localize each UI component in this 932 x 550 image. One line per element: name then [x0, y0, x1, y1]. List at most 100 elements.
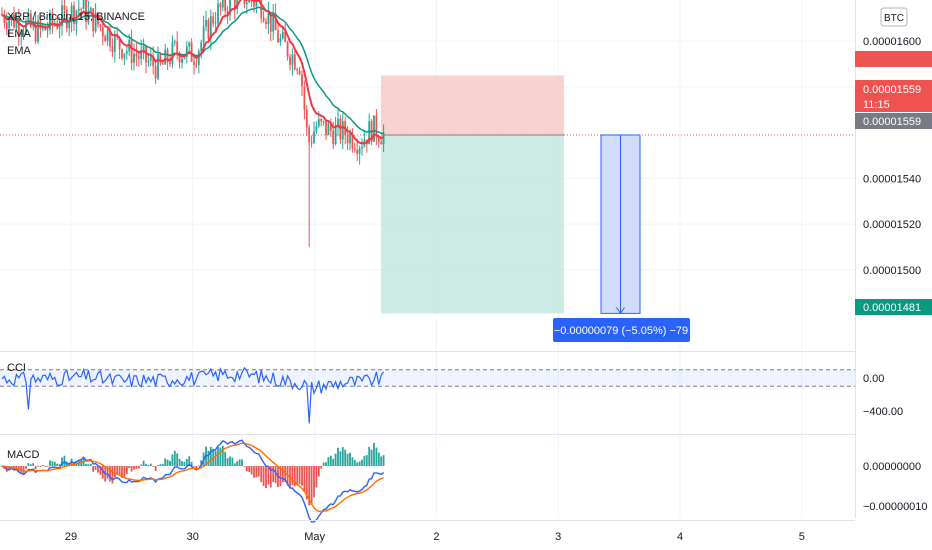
macd-histogram-bar — [58, 464, 61, 466]
candle-body — [267, 12, 270, 25]
macd-histogram-bar — [195, 466, 198, 469]
time-axis-tick: 3 — [555, 531, 561, 543]
candle-body — [101, 27, 104, 37]
target-price-text: 0.00001481 — [863, 302, 921, 314]
candle-body — [70, 5, 73, 22]
candle-body — [224, 0, 227, 11]
macd-histogram-bar — [327, 457, 330, 466]
macd-histogram-bar — [209, 446, 212, 466]
macd-histogram-bar — [159, 464, 162, 466]
ema-legend-2[interactable]: EMA — [7, 45, 32, 57]
candle-body — [39, 20, 42, 29]
candle-body — [68, 21, 71, 29]
current-price-label: 0.00001559 11:15 — [855, 80, 932, 112]
candle-body — [80, 8, 83, 10]
symbol-title[interactable]: XRP / Bitcoin, 15, BINANCE — [7, 11, 145, 23]
cci-axis-tick: 0.00 — [863, 373, 884, 385]
target-price-label: 0.00001481 — [855, 299, 932, 315]
macd-histogram-bar — [293, 466, 296, 487]
macd-histogram-bar — [341, 447, 344, 466]
candle-body — [34, 21, 37, 42]
candle-body — [205, 20, 207, 27]
macd-histogram-bar — [181, 461, 183, 466]
macd-histogram-bar — [142, 460, 145, 466]
macd-histogram-bar — [89, 463, 92, 466]
candle-body — [171, 42, 174, 64]
time-axis-tick: 2 — [433, 531, 439, 543]
macd-histogram-bar — [152, 466, 155, 467]
candle-body — [298, 70, 301, 75]
candle-body — [212, 16, 215, 24]
candle-body — [130, 39, 133, 63]
time-axis[interactable]: 29 30 May 2 3 4 5 — [0, 520, 855, 544]
macd-histogram-bar — [274, 466, 277, 484]
candle-body — [183, 57, 186, 59]
candle-body — [255, 0, 258, 7]
candle-body — [310, 142, 313, 144]
macd-histogram-bar — [53, 461, 56, 466]
macd-histogram-bar — [188, 456, 191, 466]
candle-body — [164, 49, 167, 65]
macd-histogram-bar — [133, 466, 135, 470]
candle-body — [46, 29, 49, 31]
candle-body — [82, 0, 85, 9]
macd-histogram-bar — [92, 466, 95, 472]
candle-body — [380, 142, 383, 145]
macd-histogram-bar — [313, 466, 315, 498]
candle-body — [337, 118, 339, 126]
candle-body — [166, 49, 169, 63]
macd-histogram-bar — [308, 466, 311, 506]
candle-body — [89, 8, 92, 11]
candle-body — [368, 121, 371, 145]
macd-histogram-bar — [315, 466, 318, 488]
candle-body — [377, 137, 380, 143]
macd-histogram-bar — [51, 461, 54, 466]
candle-body — [65, 9, 68, 29]
macd-histogram-bar — [361, 459, 363, 466]
candle-body — [181, 58, 183, 63]
currency-badge[interactable]: BTC — [880, 7, 908, 27]
macd-histogram-bar — [346, 453, 349, 466]
candle-body — [346, 135, 349, 144]
candle-body — [207, 20, 210, 39]
macd-histogram-bar — [44, 465, 47, 467]
macd-histogram-bar — [157, 464, 159, 466]
macd-histogram-bar — [317, 466, 320, 477]
candle-body — [22, 33, 25, 35]
ema-legend-1[interactable]: EMA — [7, 28, 32, 40]
macd-histogram-bar — [183, 461, 186, 466]
currency-badge-text: BTC — [884, 13, 904, 24]
candle-body — [274, 13, 277, 31]
price-axis-tick: 0.00001500 — [863, 265, 921, 277]
take-profit-zone[interactable] — [381, 134, 564, 314]
macd-histogram-bar — [253, 466, 255, 478]
macd-histogram-bar — [301, 466, 303, 486]
macd-histogram-bar — [135, 466, 138, 469]
candle-body — [361, 146, 363, 149]
candle-body — [157, 54, 159, 79]
candle-body — [245, 2, 248, 5]
macd-histogram-bar — [334, 453, 337, 466]
macd-histogram-bar — [245, 466, 248, 472]
candle-body — [209, 16, 212, 39]
time-axis-tick: 29 — [65, 531, 77, 543]
macd-histogram-bar — [27, 463, 30, 466]
candle-body — [221, 0, 224, 8]
stop-loss-zone[interactable] — [381, 75, 564, 135]
candle-body — [121, 49, 123, 59]
macd-histogram-bar — [236, 461, 239, 466]
macd-histogram-bar — [15, 466, 18, 469]
macd-histogram-bar — [149, 463, 152, 466]
macd-histogram-bar — [353, 459, 356, 466]
macd-histogram-bar — [279, 466, 282, 487]
candle-body — [63, 5, 66, 10]
cci-axis-tick: −400.00 — [863, 406, 903, 418]
macd-histogram-bar — [147, 464, 150, 466]
entry-price-text: 0.00001559 — [863, 116, 921, 128]
macd-histogram-bar — [145, 463, 147, 466]
candle-body — [3, 14, 6, 23]
macd-histogram-bar — [29, 464, 32, 466]
macd-histogram-bar — [118, 466, 121, 476]
candle-body — [185, 46, 188, 58]
